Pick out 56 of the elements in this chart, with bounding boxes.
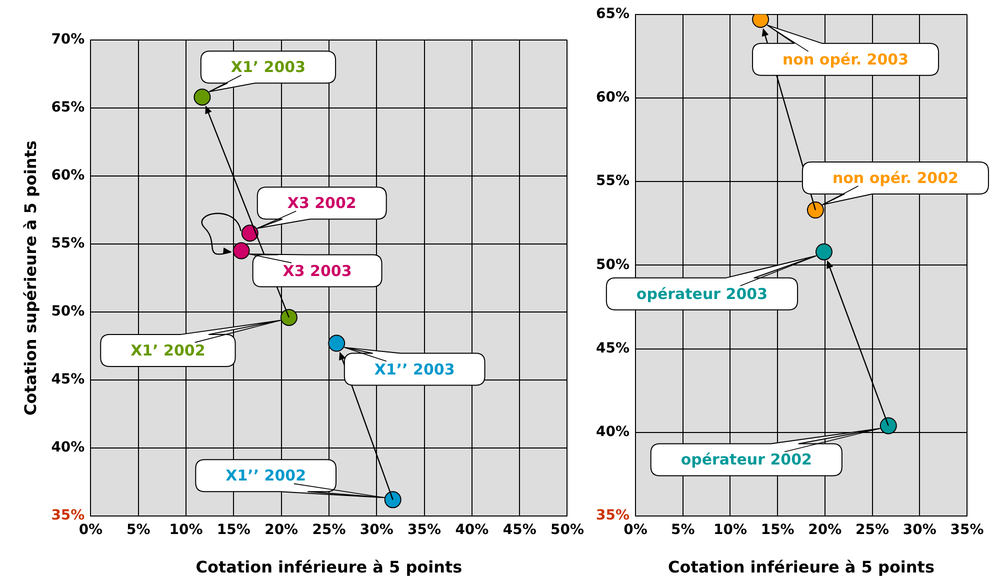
y-tick-label: 55%: [596, 173, 630, 190]
x-tick-label: 45%: [502, 522, 536, 538]
point: [194, 88, 211, 106]
annotation: X1’ 2002: [130, 341, 206, 360]
x-tick-label: 25%: [856, 522, 890, 538]
x-tick-label: 30%: [902, 522, 936, 538]
point: [806, 202, 824, 219]
y-tick-label: 35%: [596, 508, 630, 524]
x-tick-label: 20%: [808, 522, 842, 538]
point: [384, 491, 402, 508]
x-tick-label: 10%: [713, 522, 747, 538]
point: [815, 243, 832, 260]
y-tick-label: 50%: [51, 304, 85, 320]
y-tick-label: 35%: [51, 508, 85, 524]
y-tick-label: 45%: [51, 372, 85, 388]
y-tick-label: 50%: [596, 256, 630, 273]
x-tick-label: 35%: [408, 522, 442, 538]
y-tick-label: 70%: [51, 32, 85, 48]
y-tick-label: 65%: [596, 6, 630, 22]
annotation: opérateur 2003: [636, 284, 768, 303]
annotation: non opér. 2002: [832, 169, 958, 188]
point: [328, 334, 346, 352]
x-tick-label: 40%: [455, 522, 489, 538]
y-tick-label: 40%: [596, 424, 630, 440]
point: [880, 417, 897, 434]
annotation: X3 2003: [282, 262, 352, 280]
y-tick-label: 40%: [51, 440, 85, 456]
x-tick-label: 20%: [264, 522, 298, 538]
x-axis-title: Cotation inférieure à 5 points: [196, 558, 462, 577]
x-tick-label: 5%: [670, 522, 695, 538]
x-axis-title: Cotation inférieure à 5 points: [668, 558, 934, 577]
y-axis-title: Cotation supérieure à 5 points: [20, 140, 40, 416]
x-tick-label: 25%: [312, 522, 346, 538]
annotation: X1’’ 2003: [374, 360, 455, 378]
y-tick-label: 65%: [51, 100, 85, 116]
annotation: opérateur 2002: [680, 450, 812, 469]
annotation: X1’ 2003: [230, 58, 306, 76]
x-tick-label: 15%: [216, 522, 250, 538]
point: [280, 308, 298, 326]
y-tick-label: 45%: [596, 340, 630, 356]
x-tick-label: 10%: [169, 522, 203, 538]
point: [241, 224, 258, 242]
x-tick-label: 30%: [360, 522, 394, 538]
y-tick-label: 60%: [596, 90, 630, 106]
annotation: X3 2002: [287, 194, 356, 212]
annotation: non opér. 2003: [782, 50, 909, 68]
x-tick-label: 35%: [950, 522, 984, 538]
x-tick-label: 50%: [550, 522, 584, 538]
annotation: X1’’ 2002: [226, 466, 306, 485]
y-tick-label: 55%: [51, 236, 85, 252]
y-tick-label: 60%: [51, 168, 85, 184]
x-tick-label: 5%: [126, 522, 150, 538]
x-tick-label: 0%: [78, 522, 103, 538]
x-tick-label: 0%: [624, 522, 648, 538]
point: [232, 242, 250, 260]
x-tick-label: 15%: [760, 522, 794, 538]
